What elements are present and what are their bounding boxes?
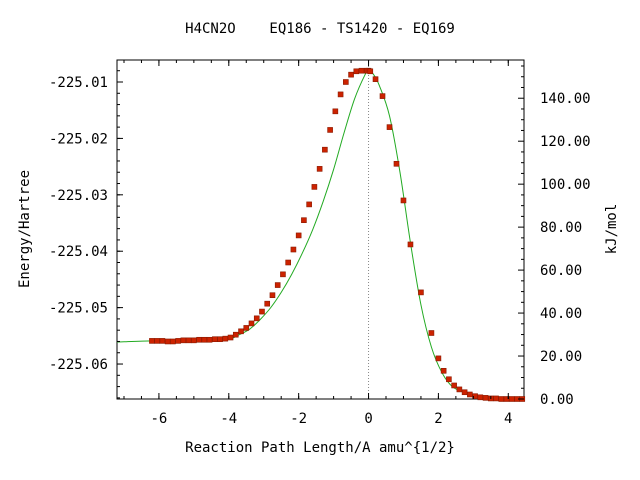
y-tick-label: -225.05 bbox=[49, 301, 108, 317]
data-point bbox=[243, 325, 250, 331]
data-point bbox=[316, 166, 323, 172]
y-tick-label: -225.01 bbox=[49, 75, 108, 91]
data-point bbox=[418, 289, 424, 296]
x-tick-label: -6 bbox=[150, 411, 167, 427]
data-point bbox=[232, 331, 239, 338]
y2-tick-label: 140.00 bbox=[540, 91, 591, 107]
data-point bbox=[358, 67, 365, 74]
data-point bbox=[212, 336, 218, 343]
x-axis-label: Reaction Path Length/A amu^{1/2} bbox=[185, 440, 455, 456]
y2-tick-label: 40.00 bbox=[540, 306, 582, 322]
data-point bbox=[253, 315, 260, 322]
plot-frame bbox=[116, 59, 525, 400]
y2-tick-label: 100.00 bbox=[540, 177, 591, 193]
data-point bbox=[428, 330, 435, 336]
data-point bbox=[285, 259, 291, 266]
energy-curve-layer bbox=[116, 69, 525, 400]
x-tick-label: 0 bbox=[364, 411, 372, 427]
data-point bbox=[451, 382, 457, 389]
data-point bbox=[386, 124, 393, 130]
data-point bbox=[372, 76, 379, 82]
data-point bbox=[175, 338, 181, 344]
y2-tick-label: 60.00 bbox=[540, 263, 582, 279]
data-point bbox=[348, 71, 354, 78]
data-point bbox=[149, 338, 155, 344]
data-point bbox=[379, 93, 386, 99]
data-point bbox=[227, 334, 234, 341]
data-point bbox=[498, 396, 505, 402]
x-tick-label: 4 bbox=[504, 411, 512, 427]
data-point bbox=[280, 271, 286, 278]
y2-tick-label: 120.00 bbox=[540, 134, 591, 150]
data-point bbox=[393, 160, 400, 167]
x-tick-label: -2 bbox=[290, 411, 307, 427]
y2-axis-ticks: 0.00 20.00 40.00 60.00 80.00 100.00 120.00 140.… bbox=[518, 65, 591, 408]
data-point bbox=[446, 376, 452, 383]
chart-title: H4CN2O EQ186 - TS1420 - EQ169 bbox=[185, 21, 455, 37]
y-tick-label: -225.03 bbox=[49, 188, 108, 204]
data-point bbox=[264, 300, 271, 307]
x-tick-label: 2 bbox=[434, 411, 442, 427]
data-point bbox=[322, 146, 328, 153]
data-point bbox=[185, 337, 192, 344]
data-point bbox=[170, 338, 176, 345]
data-point bbox=[290, 246, 297, 253]
y2-tick-label: 80.00 bbox=[540, 220, 582, 236]
data-point bbox=[343, 79, 349, 85]
data-point bbox=[259, 308, 265, 315]
y-axis-ticks: -225.01 -225.02 -225.03 -225.04 -225.05 -225.… bbox=[49, 70, 123, 399]
y-tick-label: -225.06 bbox=[49, 357, 108, 373]
y2-tick-label: 0.00 bbox=[540, 392, 574, 408]
data-point bbox=[301, 217, 307, 223]
x-axis-ticks: -6 -4 -2 0 2 4 bbox=[123, 60, 512, 427]
data-point bbox=[159, 338, 166, 344]
data-point bbox=[477, 394, 484, 401]
data-point bbox=[222, 335, 229, 342]
data-point bbox=[191, 337, 197, 344]
data-point bbox=[467, 391, 473, 398]
data-point-layer bbox=[149, 67, 526, 402]
data-point bbox=[337, 91, 344, 98]
data-point bbox=[269, 292, 276, 299]
data-point bbox=[353, 68, 360, 75]
data-point bbox=[306, 201, 312, 208]
data-point bbox=[238, 328, 244, 335]
y-tick-label: -225.02 bbox=[49, 131, 108, 147]
data-point bbox=[461, 389, 468, 396]
y-tick-label: -225.04 bbox=[49, 244, 108, 260]
energy-curve bbox=[116, 69, 525, 400]
data-point bbox=[456, 386, 463, 393]
data-point bbox=[311, 184, 318, 190]
data-point bbox=[196, 336, 202, 343]
y2-tick-label: 20.00 bbox=[540, 349, 582, 365]
y-axis-label: Energy/Hartree bbox=[17, 170, 33, 288]
data-point bbox=[217, 336, 223, 343]
data-point bbox=[493, 395, 499, 402]
x-tick-label: -4 bbox=[220, 411, 237, 427]
data-point bbox=[164, 338, 171, 345]
data-point bbox=[407, 241, 414, 248]
data-point bbox=[295, 232, 302, 239]
data-point bbox=[400, 197, 407, 204]
data-point bbox=[180, 337, 187, 344]
data-point bbox=[508, 396, 515, 402]
data-point bbox=[367, 68, 374, 75]
y2-axis-label: kJ/mol bbox=[604, 204, 620, 255]
data-point bbox=[154, 338, 160, 344]
data-point bbox=[201, 336, 208, 343]
data-point bbox=[435, 355, 442, 362]
data-point bbox=[274, 282, 281, 288]
data-point bbox=[248, 320, 255, 327]
data-point bbox=[482, 395, 489, 401]
data-point bbox=[440, 367, 447, 374]
data-point bbox=[206, 336, 213, 343]
data-point bbox=[327, 127, 333, 133]
data-point bbox=[332, 108, 339, 115]
